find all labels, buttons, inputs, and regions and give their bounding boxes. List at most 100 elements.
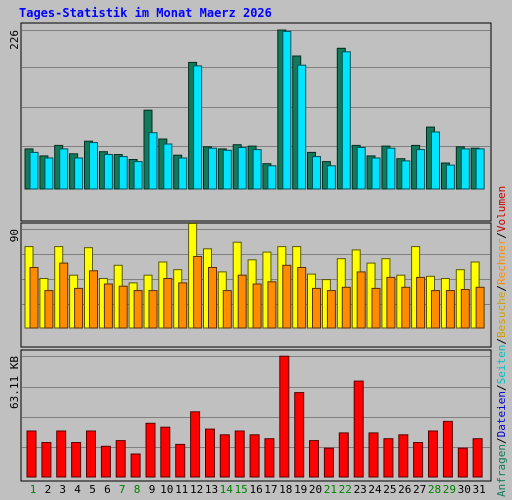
bar-rechner-28 [428,430,438,478]
bar-rechner-8 [130,453,141,478]
bar-besuche-26 [401,286,411,329]
bar-besuche-6 [103,283,113,329]
bar-dateien-23 [356,147,366,190]
x-tick-label-25: 25 [383,483,396,496]
x-tick-label-28: 28 [428,483,441,496]
panel-top: 226 [8,22,492,222]
x-tick-label-6: 6 [104,483,111,496]
bar-dateien-11 [178,157,188,190]
legend-entry-9: / [495,232,508,239]
x-tick-label-3: 3 [59,483,66,496]
bar-rechner-13 [205,428,215,478]
bar-dateien-6 [103,154,113,190]
bar-rechner-1 [26,430,37,478]
bar-besuche-2 [44,290,54,329]
bar-rechner-2 [41,442,52,478]
bar-rechner-20 [309,440,319,478]
bar-dateien-2 [44,157,54,190]
x-tick-label-31: 31 [472,483,485,496]
bar-rechner-3 [56,430,67,478]
bar-dateien-28 [431,131,440,190]
bar-besuche-4 [74,287,84,329]
bar-rechner-23 [353,380,364,478]
bar-besuche-20 [312,287,321,329]
bar-besuche-9 [148,290,158,329]
bar-dateien-24 [371,157,381,190]
x-tick-label-7: 7 [119,483,126,496]
bar-rechner-31 [472,438,483,478]
bar-besuche-10 [163,278,173,329]
bar-besuche-22 [341,286,351,329]
chart-panels: 226 90 63.11 KB [8,22,492,482]
bar-dateien-20 [312,156,321,190]
x-tick-label-26: 26 [398,483,411,496]
bar-besuche-17 [267,281,277,329]
bar-dateien-17 [267,165,277,190]
bar-rechner-19 [294,392,305,478]
bar-rechner-5 [86,430,96,478]
bar-dateien-12 [193,65,203,190]
bar-besuche-11 [178,282,188,329]
bar-besuche-30 [460,289,470,329]
bar-rechner-25 [383,438,394,478]
x-tick-label-10: 10 [160,483,173,496]
x-tick-label-1: 1 [30,483,37,496]
panel-middle: 90 [8,222,492,348]
legend-entry-7: / [495,285,508,292]
bar-rechner-16 [249,434,260,478]
panel-bottom: 63.11 KB [8,349,492,482]
bar-dateien-9 [148,132,158,190]
series-besuche [29,256,485,329]
bar-dateien-8 [133,161,143,190]
bar-besuche-14 [222,290,232,329]
legend-entry-8: Rechner [495,238,508,285]
x-tick-label-19: 19 [294,483,307,496]
x-tick-label-2: 2 [45,483,52,496]
legend-entry-6: Besuche [495,292,508,338]
bar-besuche-28 [431,290,440,329]
bar-rechner-30 [457,447,468,478]
bar-rechner-18 [279,355,290,478]
x-tick-label-21: 21 [324,483,337,496]
bar-besuche-16 [252,283,262,329]
bar-dateien-29 [445,164,455,190]
x-tick-label-29: 29 [443,483,456,496]
bar-rechner-24 [368,432,379,478]
x-tick-label-23: 23 [354,483,367,496]
series-rechner [26,355,483,478]
x-tick-label-12: 12 [190,483,203,496]
bar-rechner-27 [413,442,424,478]
legend-text: Anfragen/Dateien/Seiten/Besuche/Rechner/… [495,186,508,497]
bar-besuche-24 [371,287,381,329]
bar-dateien-10 [163,143,173,190]
bar-besuche-5 [89,270,98,329]
bar-besuche-19 [297,267,307,329]
x-tick-label-8: 8 [134,483,141,496]
x-tick-label-20: 20 [309,483,322,496]
bar-besuche-3 [59,262,69,329]
bar-rechner-17 [264,438,275,478]
legend-entry-4: Seiten [495,345,508,385]
legend-entry-3: / [495,384,508,391]
bar-besuche-29 [445,290,455,329]
bar-dateien-21 [326,165,336,190]
legend-entry-10: Volumen [495,186,508,232]
bar-rechner-15 [234,430,245,478]
bar-dateien-22 [341,51,351,190]
bar-besuche-7 [118,285,128,329]
bar-dateien-13 [208,147,217,190]
bar-besuche-27 [416,276,426,329]
bar-besuche-18 [282,264,292,329]
bar-dateien-14 [222,149,232,190]
panel-top-ymax-label: 226 [8,30,21,50]
x-tick-label-16: 16 [249,483,262,496]
bar-dateien-19 [297,64,307,190]
bar-dateien-26 [401,160,411,190]
bar-rechner-12 [190,411,201,478]
bar-dateien-7 [118,156,128,190]
panel-frame [20,22,492,222]
bar-rechner-22 [338,432,349,478]
bar-rechner-4 [71,442,82,478]
chart-title: Tages-Statistik im Monat Maerz 2026 [19,6,272,20]
bar-dateien-1 [29,151,39,190]
